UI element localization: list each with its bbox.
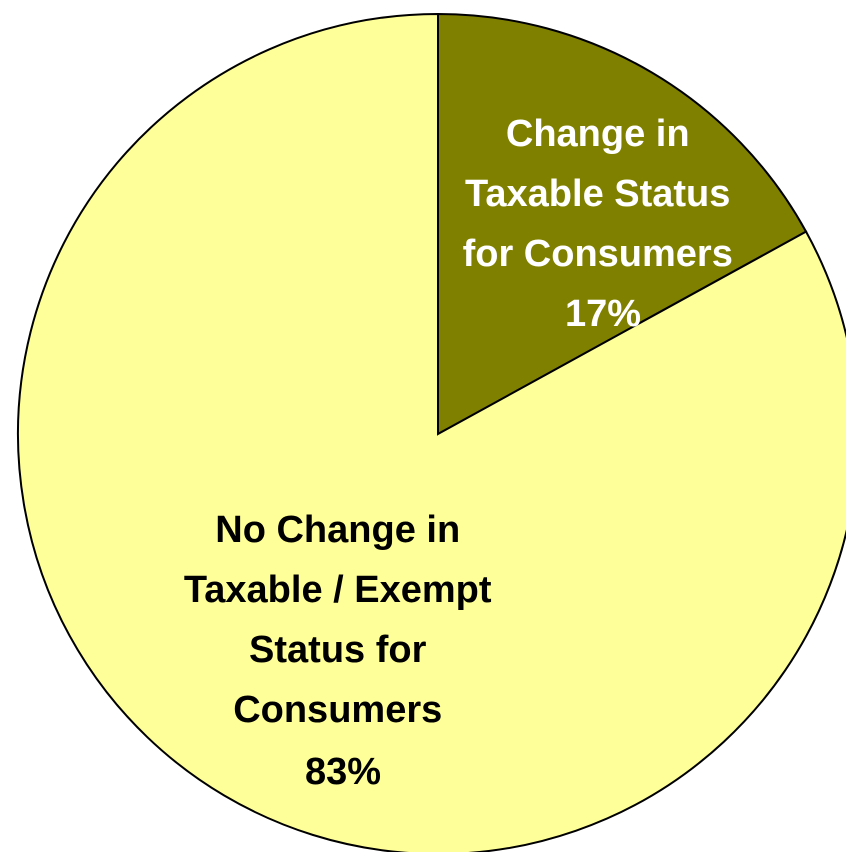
pie-labels: Change in Taxable Status for Consumers 1… [184,113,744,793]
slice-label-no-change-line-2: Taxable / Exempt [184,569,492,611]
slice-label-no-change-line-3: Status for [249,629,427,671]
slice-label-no-change-line-4: Consumers [233,689,442,731]
slice-label-change-line-2: Taxable Status [465,173,730,215]
pie-slices [17,12,846,852]
slice-label-change: Change in Taxable Status for Consumers 1… [463,113,744,335]
slice-label-change-percent: 17% [565,293,641,335]
slice-label-change-line-1: Change in [506,113,690,155]
pie-slice-change [437,12,808,436]
slice-label-no-change-percent: 83% [305,751,381,793]
slice-label-no-change-line-1: No Change in [215,509,460,551]
slice-label-change-line-3: for Consumers [463,233,733,275]
pie-slice-no-change [17,12,846,852]
slice-label-no-change: No Change in Taxable / Exempt Status for… [184,509,502,793]
